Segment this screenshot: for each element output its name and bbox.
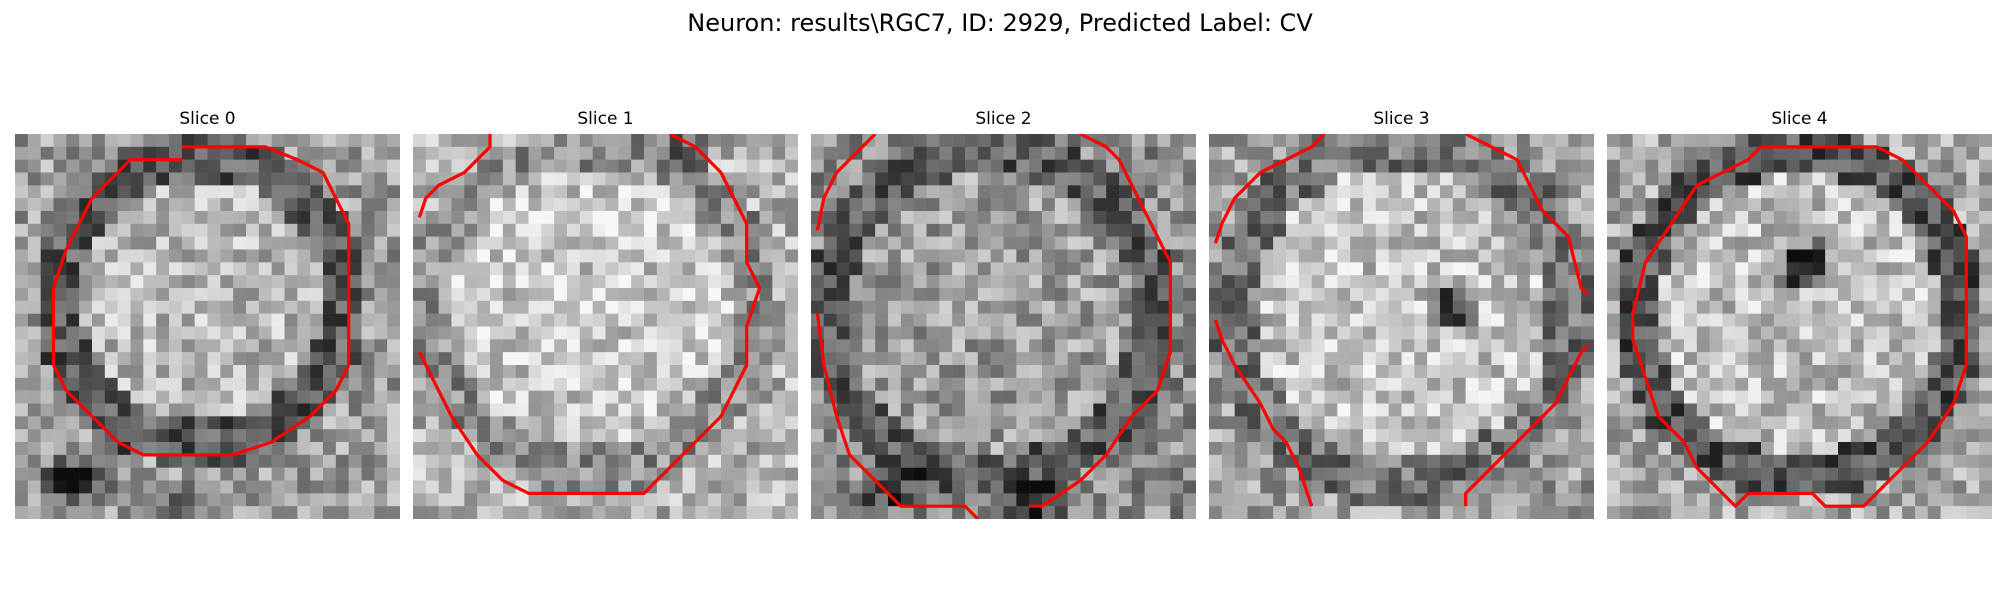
slice-pixels-4 bbox=[1607, 134, 1992, 519]
slice-title-3: Slice 3 bbox=[1373, 109, 1430, 129]
segmentation-contour bbox=[1464, 134, 1589, 296]
segmentation-contour bbox=[815, 313, 979, 519]
slice-title-4: Slice 4 bbox=[1771, 109, 1828, 129]
segmentation-contour bbox=[1464, 344, 1589, 507]
slice-title-0: Slice 0 bbox=[179, 109, 236, 129]
figure-title: Neuron: results\RGC7, ID: 2929, Predicte… bbox=[687, 9, 1313, 37]
segmentation-contour bbox=[1029, 134, 1172, 508]
slice-pixels-0 bbox=[15, 134, 400, 519]
slice-pixels-2 bbox=[811, 134, 1196, 519]
segmentation-contour bbox=[51, 145, 351, 457]
segmentation-contour bbox=[815, 134, 877, 231]
segmentation-contour bbox=[1631, 145, 1968, 508]
slice-title-2: Slice 2 bbox=[975, 109, 1032, 129]
slice-image-3 bbox=[1209, 134, 1594, 519]
slice-panel-3: Slice 3 bbox=[1209, 108, 1594, 519]
slice-panel-4: Slice 4 bbox=[1607, 108, 1992, 519]
segmentation-contour bbox=[1213, 134, 1326, 244]
slice-panel-0: Slice 0 bbox=[15, 108, 400, 519]
slice-pixels-1 bbox=[413, 134, 798, 519]
slice-image-4 bbox=[1607, 134, 1992, 519]
slice-image-1 bbox=[413, 134, 798, 519]
slice-pixels-3 bbox=[1209, 134, 1594, 519]
slice-image-0 bbox=[15, 134, 400, 519]
slice-panel-1: Slice 1 bbox=[413, 108, 798, 519]
slice-title-1: Slice 1 bbox=[577, 109, 634, 129]
segmentation-contour bbox=[417, 134, 762, 495]
segmentation-contour bbox=[1213, 319, 1314, 507]
slice-panel-2: Slice 2 bbox=[811, 108, 1196, 519]
segmentation-contour bbox=[417, 134, 492, 218]
slice-image-2 bbox=[811, 134, 1196, 519]
